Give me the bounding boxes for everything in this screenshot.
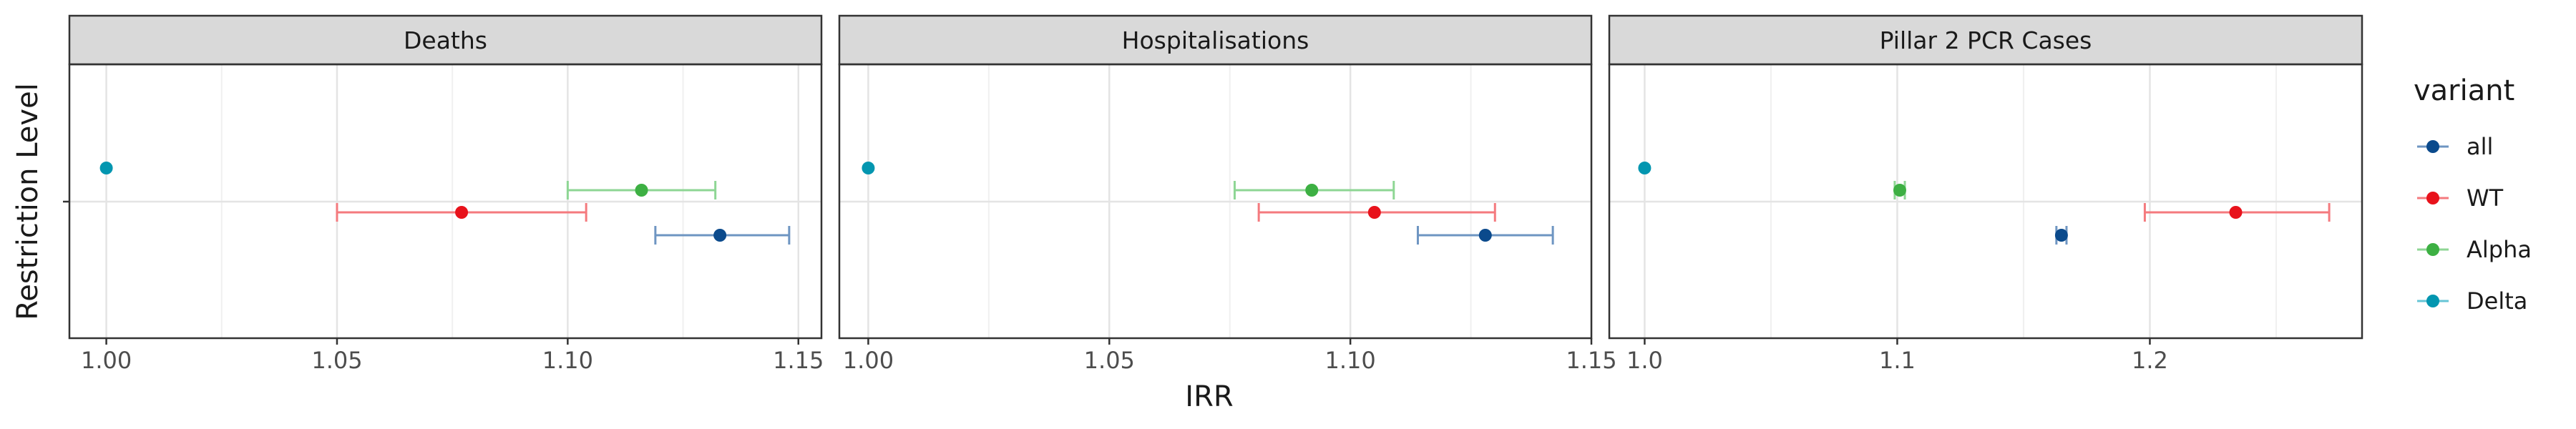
facet-title: Deaths [404,26,487,54]
point-alpha [1305,184,1319,197]
point-wt [455,206,469,219]
legend-label: Alpha [2467,236,2532,263]
x-tick-label: 1.00 [81,347,132,374]
legend-label: Delta [2467,287,2527,315]
point-delta [1638,162,1652,174]
point-wt [2229,206,2243,219]
facet-title: Hospitalisations [1122,26,1309,54]
point-wt [1367,206,1381,219]
legend: variant all WT Alpha Delta [2414,74,2532,315]
legend-title: variant [2414,74,2514,107]
x-axis-title: IRR [1185,380,1233,413]
legend-key-point [2426,243,2439,256]
x-tick-label: 1.00 [843,347,894,374]
legend-key-point [2426,192,2439,204]
panel: Deaths 1.00 1.05 1.10 1.15 [68,14,824,374]
panel-border [1608,63,2363,340]
legend-key-point [2426,140,2439,153]
point-all [1478,229,1492,242]
facet-strip [1608,14,2363,66]
y-axis-title: Restriction Level [11,83,44,320]
facet-title: Pillar 2 PCR Cases [1880,26,2092,54]
panel: Pillar 2 PCR Cases 1.0 1.1 1.2 [1608,14,2363,374]
facet-strip [68,14,823,66]
x-tick-label: 1.2 [2132,347,2168,374]
x-tick-label: 1.15 [773,347,824,374]
legend-item-alpha: Alpha [2417,236,2532,263]
x-tick-label: 1.1 [1879,347,1916,374]
point-alpha [635,184,648,197]
point-delta [862,162,875,174]
x-tick-label: 1.05 [1084,347,1135,374]
x-tick-label: 1.10 [542,347,593,374]
legend-label: all [2467,133,2493,160]
x-tick-label: 1.10 [1325,347,1376,374]
panel: Hospitalisations 1.00 1.05 1.10 1.15 [838,14,1617,374]
legend-item-wt: WT [2417,184,2504,212]
legend-key-point [2426,295,2439,307]
x-tick-label: 1.05 [311,347,362,374]
point-all [713,229,727,242]
point-delta [99,162,113,174]
point-all [2054,229,2068,242]
legend-item-delta: Delta [2417,287,2527,315]
chart-panels: Deaths 1.00 1.05 1.10 1.15 Hospitalisations 1.… [63,14,2363,374]
x-tick-label: 1.0 [1626,347,1663,374]
panel-border [838,63,1593,340]
legend-label: WT [2467,184,2504,212]
legend-item-all: all [2417,133,2493,160]
x-tick-label: 1.15 [1566,347,1616,374]
point-alpha [1893,184,1906,197]
